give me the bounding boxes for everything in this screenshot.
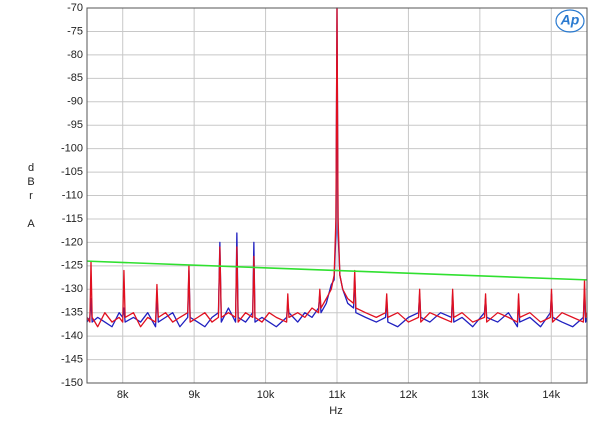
trace [86,260,588,281]
logo-ring [555,9,585,33]
y-tick-label: -115 [62,213,83,225]
y-tick-label: -95 [67,119,83,131]
y-tick-label: -100 [61,143,83,155]
y-tick-label: -90 [67,96,83,108]
y-tick-label: -120 [61,236,83,248]
x-axis-label: Hz [329,405,342,417]
y-tick-label: -145 [61,353,83,365]
y-tick-label: -140 [61,330,83,342]
logo: Ap [560,12,580,28]
y-tick-label: -85 [67,72,83,84]
x-tick-label: 11k [329,389,346,401]
y-axis-label: A [27,218,35,230]
plot-border [86,7,588,384]
y-axis-label: B [27,176,34,188]
x-tick-label: 9k [188,389,200,401]
y-tick-label: -110 [62,189,83,201]
y-tick-label: -150 [61,377,83,389]
trace [86,7,588,328]
y-axis-label: r [29,190,33,202]
x-tick-label: 12k [400,389,418,401]
y-tick-label: -125 [61,260,83,272]
y-axis-label: d [28,162,34,174]
y-tick-label: -70 [67,2,83,14]
y-tick-label: -135 [61,307,83,319]
x-tick-label: 10k [257,389,275,401]
y-tick-label: -80 [67,49,83,61]
x-tick-label: 13k [471,389,489,401]
x-tick-label: 8k [117,389,129,401]
y-tick-label: -105 [61,166,83,178]
traces [86,7,588,328]
x-tick-label: 14k [542,389,560,401]
y-tick-label: -130 [61,283,83,295]
y-tick-label: -75 [67,25,83,37]
